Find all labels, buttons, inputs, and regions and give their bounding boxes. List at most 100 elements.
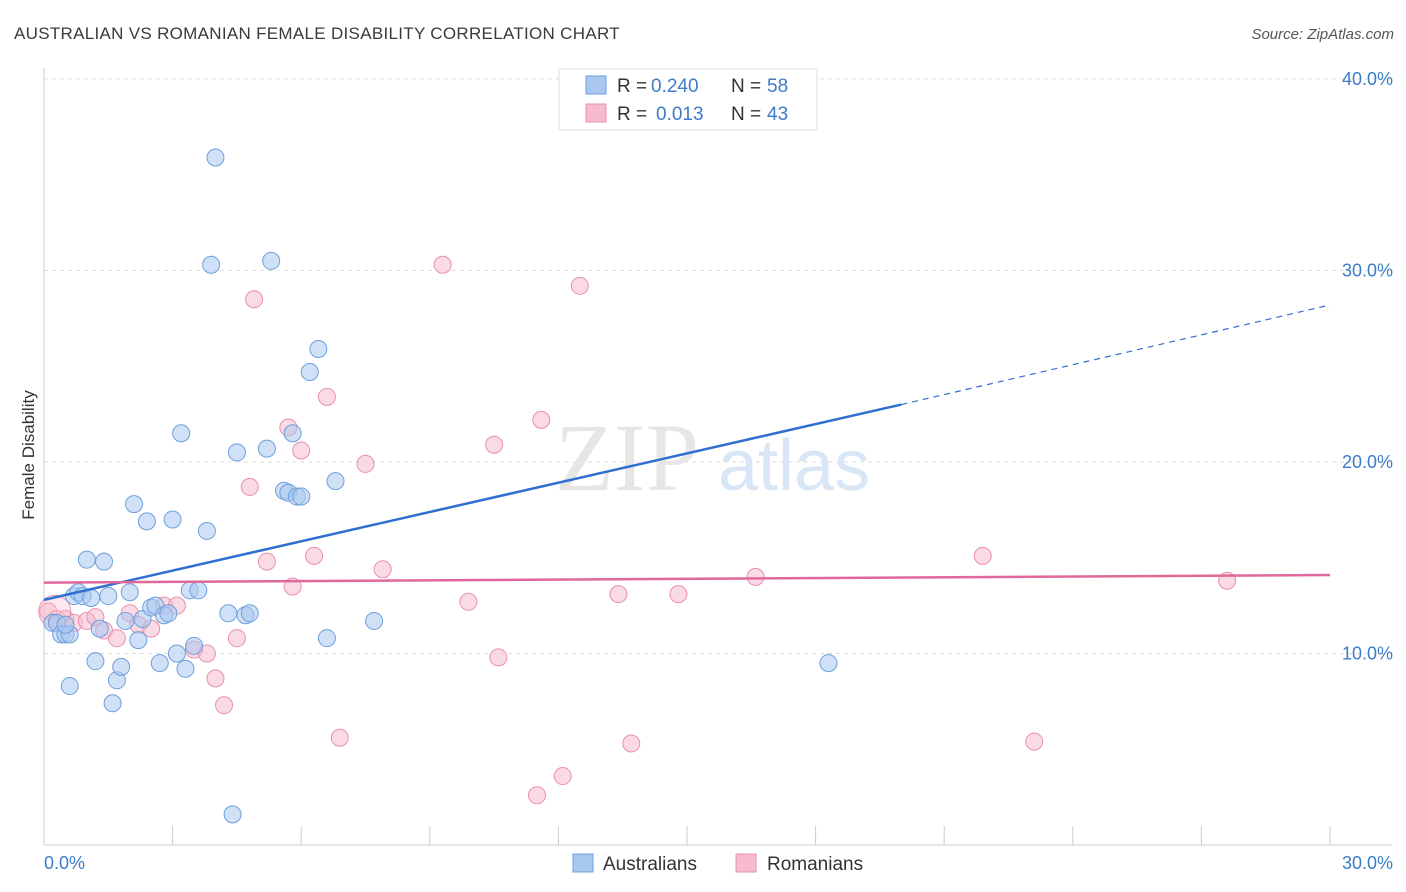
y-tick-label: 10.0% bbox=[1342, 644, 1393, 664]
australians-point bbox=[365, 611, 384, 630]
australians-point bbox=[326, 472, 345, 491]
australians-point bbox=[82, 588, 101, 607]
y-tick-label: 30.0% bbox=[1342, 261, 1393, 281]
australians-point bbox=[262, 251, 281, 270]
australians-point bbox=[137, 512, 156, 531]
chart-source: Source: ZipAtlas.com bbox=[1251, 26, 1394, 43]
australians-r-label: R = bbox=[617, 76, 647, 97]
y-tick-label: 20.0% bbox=[1342, 452, 1393, 472]
y-tick-label: 40.0% bbox=[1342, 69, 1393, 89]
x-tick-label-max: 30.0% bbox=[1342, 853, 1393, 873]
australians-point bbox=[283, 424, 302, 443]
stats-legend: R = 0.240 N = 58 R = 0.013 N = 43 bbox=[558, 68, 818, 131]
romanians-point bbox=[317, 387, 336, 406]
australians-point bbox=[129, 631, 148, 650]
romanians-swatch bbox=[585, 103, 607, 123]
australians-point bbox=[176, 659, 195, 678]
grid bbox=[44, 78, 1392, 654]
romanians-point bbox=[459, 592, 478, 611]
romanians-point bbox=[489, 648, 508, 667]
romanians-point bbox=[669, 585, 688, 604]
australians-points bbox=[43, 148, 838, 824]
axes bbox=[43, 68, 1392, 846]
romanians-point bbox=[292, 441, 311, 460]
australians-point bbox=[77, 550, 96, 569]
australians-swatch bbox=[585, 75, 607, 95]
y-tick-labels: 10.0% 20.0% 30.0% 40.0% bbox=[1342, 69, 1393, 664]
romanians-point bbox=[622, 734, 641, 753]
legend-romanians-label: Romanians bbox=[767, 854, 863, 875]
romanians-point bbox=[356, 454, 375, 473]
romanians-point bbox=[746, 567, 765, 586]
australians-point bbox=[150, 654, 169, 673]
australians-trend-line bbox=[43, 403, 902, 602]
romanians-point bbox=[305, 546, 324, 565]
australians-point bbox=[197, 521, 216, 540]
watermark-atlas: atlas bbox=[718, 426, 870, 506]
romanians-point bbox=[240, 477, 259, 496]
romanians-point bbox=[609, 585, 628, 604]
australians-point bbox=[300, 362, 319, 381]
australians-point bbox=[317, 629, 336, 648]
legend-romanians-swatch bbox=[735, 853, 757, 873]
australians-trend-extension bbox=[901, 304, 1331, 406]
australians-point bbox=[112, 657, 131, 676]
romanians-point bbox=[227, 629, 246, 648]
australians-point bbox=[257, 439, 276, 458]
romanians-point bbox=[107, 629, 126, 648]
australians-point bbox=[172, 424, 191, 443]
australians-point bbox=[60, 677, 79, 696]
australians-point bbox=[99, 587, 118, 606]
watermark-zip: ZIP bbox=[555, 404, 699, 511]
watermark: ZIP atlas bbox=[555, 404, 870, 511]
legend-australians-swatch bbox=[572, 853, 594, 873]
australians-n-value: 58 bbox=[767, 76, 788, 97]
romanians-trend-line bbox=[43, 573, 1331, 584]
romanians-n-value: 43 bbox=[767, 104, 788, 125]
romanians-point bbox=[257, 552, 276, 571]
australians-point bbox=[125, 495, 144, 514]
romanians-points bbox=[38, 255, 1237, 805]
romanians-point bbox=[1025, 732, 1044, 751]
romanians-n-label: N = bbox=[731, 104, 761, 125]
y-axis-label: Female Disability bbox=[19, 390, 38, 520]
australians-point bbox=[90, 619, 109, 638]
australians-point bbox=[86, 652, 105, 671]
x-tick-label-min: 0.0% bbox=[44, 853, 85, 873]
australians-point bbox=[189, 581, 208, 600]
australians-point bbox=[95, 552, 114, 571]
australians-point bbox=[159, 604, 178, 623]
australians-point bbox=[240, 604, 259, 623]
australians-point bbox=[309, 340, 328, 359]
romanians-point bbox=[330, 728, 349, 747]
australians-point bbox=[163, 510, 182, 529]
romanians-point bbox=[553, 767, 572, 786]
series-legend: Australians Romanians bbox=[572, 853, 863, 875]
romanians-point bbox=[570, 276, 589, 295]
australians-r-value: 0.240 bbox=[651, 76, 699, 97]
romanians-point bbox=[373, 560, 392, 579]
australians-point bbox=[292, 487, 311, 506]
romanians-point bbox=[485, 435, 504, 454]
australians-point bbox=[56, 615, 75, 634]
australians-n-label: N = bbox=[731, 76, 761, 97]
australians-point bbox=[103, 694, 122, 713]
australians-point bbox=[185, 636, 204, 655]
chart-title: AUSTRALIAN VS ROMANIAN FEMALE DISABILITY… bbox=[14, 24, 620, 43]
romanians-point bbox=[206, 669, 225, 688]
australians-point bbox=[116, 611, 135, 630]
romanians-point bbox=[973, 546, 992, 565]
australians-point bbox=[819, 654, 838, 673]
australians-point bbox=[167, 644, 186, 663]
romanians-point bbox=[433, 255, 452, 274]
romanians-r-label: R = bbox=[617, 104, 647, 125]
romanians-r-value: 0.013 bbox=[656, 104, 704, 125]
romanians-point bbox=[215, 696, 234, 715]
legend-australians-label: Australians bbox=[603, 854, 697, 875]
australians-point bbox=[227, 443, 246, 462]
australians-point bbox=[120, 583, 139, 602]
romanians-point bbox=[245, 290, 264, 309]
australians-point bbox=[219, 604, 238, 623]
australians-point bbox=[223, 805, 242, 824]
